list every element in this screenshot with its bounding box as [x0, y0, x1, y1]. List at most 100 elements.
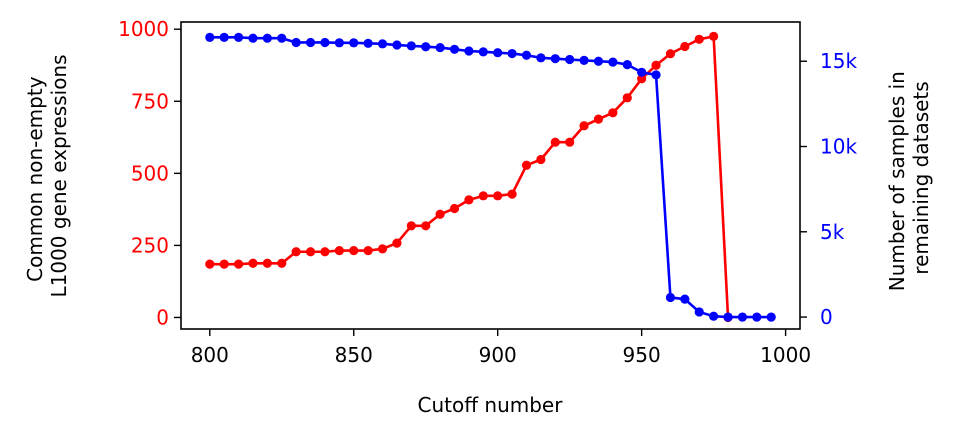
series-common-genes-point	[680, 41, 690, 52]
series-common-genes-point	[291, 247, 301, 257]
series-layer	[205, 31, 776, 323]
right-tick-label: 10k	[820, 135, 857, 159]
series-common-genes-point	[608, 108, 618, 118]
series-common-genes-point	[507, 189, 517, 199]
series-sample-count-point	[493, 48, 503, 58]
series-common-genes-point	[219, 259, 229, 269]
left-axis-title-line-1: Common non-empty	[23, 76, 47, 282]
series-common-genes-point	[262, 258, 272, 268]
left-tick-label: 0	[156, 305, 169, 329]
series-sample-count-point	[622, 60, 632, 70]
series-common-genes-point	[392, 238, 402, 248]
series-common-genes-point	[377, 244, 388, 254]
x-tick-label: 1000	[760, 343, 811, 367]
series-common-genes-point	[363, 245, 373, 256]
series-sample-count-point	[579, 55, 589, 65]
series-sample-count-point	[205, 32, 215, 42]
series-common-genes-point	[478, 191, 488, 201]
series-sample-count-point	[406, 41, 416, 51]
left-tick-label: 250	[131, 233, 169, 257]
series-common-genes-point	[593, 114, 604, 124]
series-common-genes-point	[665, 49, 676, 59]
series-sample-count-point	[637, 67, 647, 77]
series-common-genes-point	[233, 259, 244, 269]
series-common-genes-point	[320, 247, 330, 257]
left-tick-label: 1000	[118, 17, 169, 41]
series-common-genes-point	[521, 160, 532, 170]
plot-frame	[180, 21, 801, 330]
right-axis-title: Number of samples in remaining datasets	[885, 65, 933, 291]
x-tick-label: 850	[335, 343, 373, 367]
series-sample-count-point	[449, 44, 460, 54]
x-tick-label: 800	[191, 343, 229, 367]
x-tick-label: 950	[623, 343, 661, 367]
axes-layer: 800 850 900 950 1000 0 250 500 750 1000 0 5k 10k 15k	[118, 17, 857, 367]
series-common-genes-point	[464, 195, 474, 205]
series-common-genes-point	[579, 121, 589, 131]
series-common-genes-point	[277, 258, 287, 268]
left-tick-label: 750	[131, 89, 169, 113]
series-sample-count-point	[305, 37, 316, 48]
series-sample-count-point	[665, 292, 676, 303]
right-tick-label: 15k	[820, 49, 857, 73]
series-sample-count-point	[694, 307, 704, 317]
series-sample-count-point	[507, 48, 517, 59]
x-axis-title: Cutoff number	[418, 393, 564, 417]
series-sample-count-point	[233, 32, 244, 42]
series-sample-count-point	[550, 54, 560, 64]
series-common-genes-point	[248, 258, 258, 268]
series-sample-count-point	[219, 32, 229, 42]
right-axis-title-line-1: Number of samples in	[885, 71, 909, 291]
series-common-genes-point	[536, 154, 546, 165]
series-common-genes-point	[565, 137, 575, 147]
series-sample-count-point	[421, 42, 431, 52]
series-sample-count-line	[209, 36, 772, 319]
series-sample-count-point	[363, 38, 373, 48]
series-sample-count-point	[680, 294, 690, 304]
left-axis-title: Common non-empty L1000 gene expressions	[23, 54, 71, 297]
series-common-genes-point	[493, 191, 503, 201]
series-sample-count-point	[521, 50, 532, 60]
series-common-genes-point	[334, 245, 344, 256]
series-sample-count-point	[334, 38, 344, 48]
series-common-genes-point	[435, 209, 445, 219]
x-tick-label: 900	[479, 343, 517, 367]
series-common-genes-point	[421, 221, 431, 231]
left-axis-title-line-2: L1000 gene expressions	[47, 54, 71, 297]
series-common-genes-point	[709, 31, 719, 42]
series-common-genes-point	[637, 74, 647, 84]
series-sample-count-point	[262, 33, 272, 43]
series-sample-count-point	[349, 38, 359, 48]
series-sample-count-point	[392, 40, 402, 50]
series-common-genes-line	[209, 35, 730, 318]
series-common-genes-point	[651, 60, 661, 70]
right-tick-label: 5k	[820, 220, 845, 244]
series-sample-count-point	[737, 312, 748, 322]
series-sample-count-point	[766, 312, 776, 322]
series-sample-count-point	[320, 37, 330, 48]
right-tick-label: 0	[820, 305, 833, 329]
series-sample-count-point	[435, 42, 445, 53]
series-common-genes-point	[694, 34, 704, 44]
series-sample-count-point	[752, 312, 762, 322]
series-sample-count-point	[608, 57, 618, 67]
series-sample-count-point	[565, 54, 575, 65]
series-sample-count-point	[277, 33, 287, 43]
series-sample-count-point	[651, 70, 661, 80]
series-sample-count-point	[478, 47, 488, 57]
series-common-genes-point	[449, 203, 460, 214]
left-tick-label: 500	[131, 161, 169, 185]
series-sample-count-point	[248, 33, 258, 43]
series-common-genes-point	[349, 245, 359, 256]
series-sample-count-point	[709, 311, 719, 321]
series-sample-count-point	[464, 46, 474, 56]
series-sample-count-point	[723, 312, 733, 322]
series-common-genes-point	[305, 247, 316, 257]
series-sample-count-point	[593, 56, 604, 66]
series-sample-count-point	[377, 39, 388, 49]
series-common-genes-point	[550, 137, 560, 147]
series-common-genes-point	[205, 259, 215, 269]
right-axis-title-line-2: remaining datasets	[909, 81, 933, 274]
series-sample-count-point	[536, 53, 546, 63]
